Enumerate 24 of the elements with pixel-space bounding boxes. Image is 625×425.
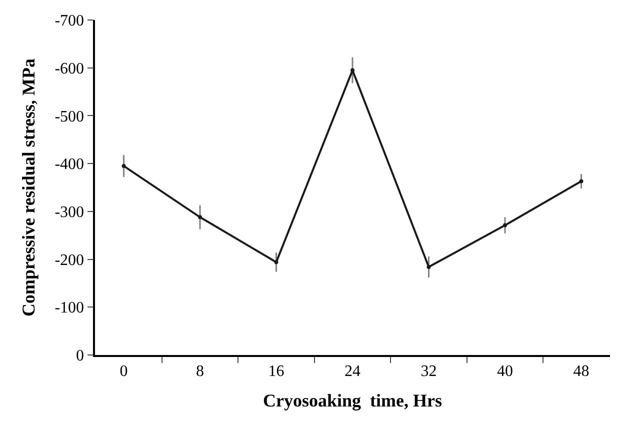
x-tick-label: 48: [573, 362, 590, 380]
point: [426, 264, 431, 269]
point: [122, 164, 126, 168]
y-tick-label: -100: [54, 300, 84, 317]
y-tick-label: -600: [54, 60, 84, 78]
y-tick-label: -400: [54, 156, 84, 174]
point: [579, 179, 584, 184]
y-tick-label: 0: [76, 348, 84, 365]
point: [274, 260, 278, 264]
point: [198, 215, 202, 220]
x-tick-label: 0: [120, 362, 128, 380]
y-tick-label: -500: [54, 108, 84, 126]
y-axis-title: Compressive residual stress, MPa: [18, 58, 38, 316]
point: [503, 223, 507, 228]
point: [350, 68, 354, 72]
x-tick-label: 8: [196, 362, 204, 380]
x-tick-label: 40: [497, 362, 513, 380]
x-tick-label: 32: [420, 362, 437, 380]
y-tick-label: -300: [54, 204, 84, 222]
x-tick-label: 16: [268, 362, 284, 380]
y-tick-label: -700: [54, 12, 84, 30]
x-axis-title: Cryosoaking time, Hrs: [263, 390, 442, 411]
y-tick-label: -200: [54, 252, 84, 269]
x-tick-label: 24: [344, 362, 360, 380]
